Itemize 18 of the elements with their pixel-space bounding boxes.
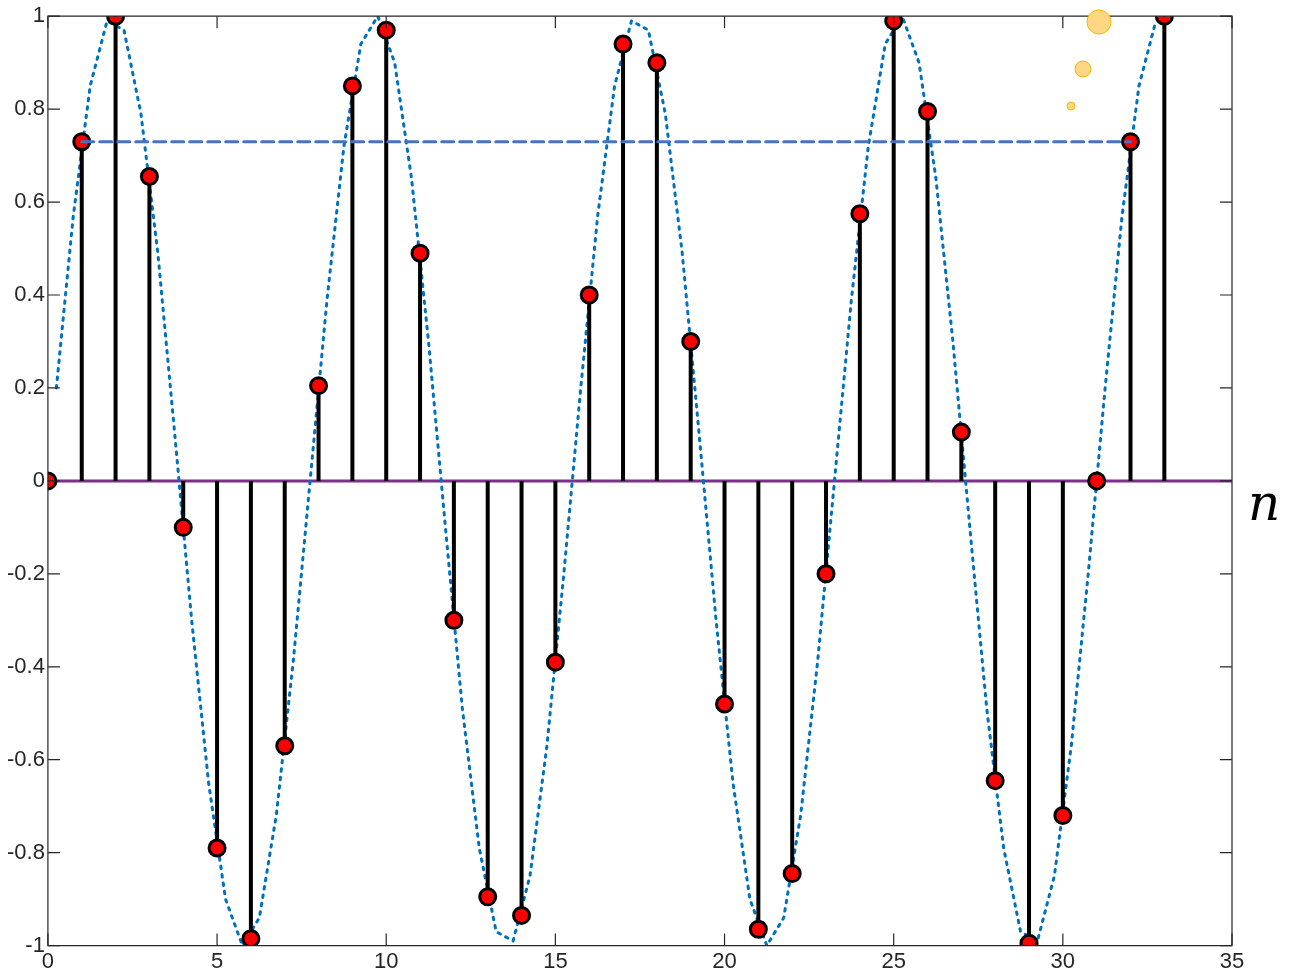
y-tick-label: 0.6 [14,188,45,214]
x-tick-label: 30 [1050,947,1076,973]
y-tick-label: -0.8 [6,838,45,864]
y-tick-label: 0 [32,466,45,492]
x-tick-label: 20 [712,947,737,973]
y-tick-label: -0.2 [6,559,45,585]
y-tick-label: 0.4 [14,281,45,307]
y-tick-label: -0.6 [6,745,45,771]
x-tick-label: 5 [210,947,224,973]
y-tick-label: 0.2 [14,374,45,400]
y-tick-label: 0.8 [14,95,45,121]
y-tick-label: 1 [32,2,45,28]
x-tick-label: 10 [373,947,399,973]
x-tick-label: 15 [543,947,568,973]
x-axis-title: n [1248,473,1281,532]
y-tick-label: -0.4 [6,652,45,678]
x-tick-label: 35 [1219,947,1245,973]
x-tick-label: 25 [881,947,906,973]
